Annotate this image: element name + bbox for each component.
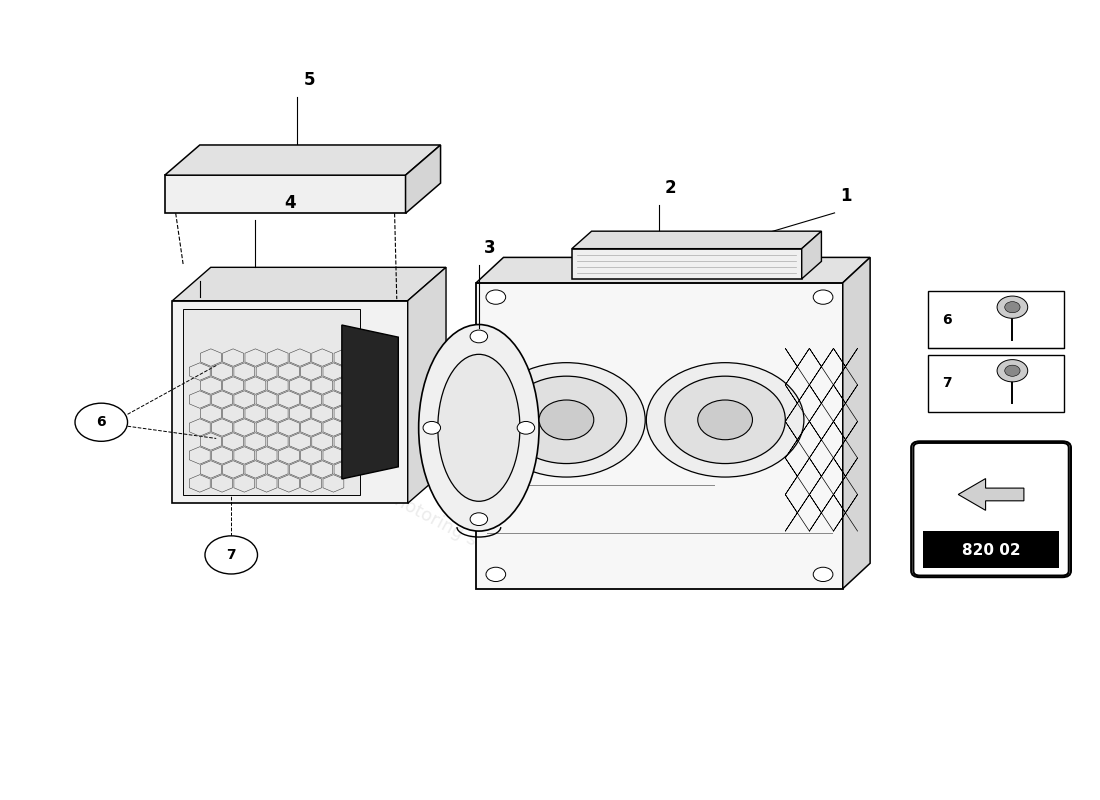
Circle shape (486, 290, 506, 304)
Bar (927, 354, 1065, 412)
Bar (927, 291, 1065, 348)
Circle shape (813, 567, 833, 582)
Circle shape (470, 330, 487, 342)
Bar (184, 309, 360, 495)
Text: 4: 4 (284, 194, 296, 212)
Text: eurospares: eurospares (188, 288, 540, 512)
Circle shape (205, 536, 257, 574)
Text: a passion for motoring since 1985: a passion for motoring since 1985 (278, 431, 559, 591)
Polygon shape (958, 478, 1024, 510)
Circle shape (424, 422, 441, 434)
Circle shape (487, 362, 646, 477)
Text: 5: 5 (304, 71, 315, 90)
Polygon shape (342, 325, 398, 479)
Circle shape (75, 403, 128, 442)
Text: 3: 3 (484, 239, 496, 257)
Ellipse shape (438, 354, 520, 502)
Polygon shape (476, 283, 843, 589)
Polygon shape (173, 267, 446, 301)
Polygon shape (406, 145, 441, 214)
Circle shape (517, 422, 535, 434)
Polygon shape (843, 258, 870, 589)
Circle shape (539, 400, 594, 440)
Polygon shape (173, 301, 408, 503)
Bar (923, 531, 1059, 569)
Circle shape (813, 290, 833, 304)
Circle shape (1004, 302, 1020, 313)
Circle shape (470, 513, 487, 526)
Circle shape (1004, 365, 1020, 376)
FancyBboxPatch shape (911, 442, 1071, 577)
Text: 820 02: 820 02 (961, 543, 1021, 558)
Polygon shape (165, 145, 441, 175)
Polygon shape (572, 231, 822, 249)
Text: 7: 7 (942, 376, 952, 390)
Text: 6: 6 (942, 313, 952, 326)
Circle shape (664, 376, 785, 463)
Polygon shape (572, 249, 802, 279)
Text: 7: 7 (227, 548, 236, 562)
Text: 6: 6 (97, 415, 106, 430)
Circle shape (506, 376, 627, 463)
Polygon shape (802, 231, 822, 279)
Circle shape (486, 567, 506, 582)
Text: 1: 1 (839, 187, 851, 205)
Circle shape (997, 296, 1027, 318)
Circle shape (697, 400, 752, 440)
Circle shape (997, 360, 1027, 382)
Circle shape (647, 362, 804, 477)
Text: 2: 2 (664, 179, 676, 197)
Polygon shape (476, 258, 870, 283)
Polygon shape (408, 267, 446, 503)
Polygon shape (165, 175, 406, 214)
Ellipse shape (419, 325, 539, 531)
